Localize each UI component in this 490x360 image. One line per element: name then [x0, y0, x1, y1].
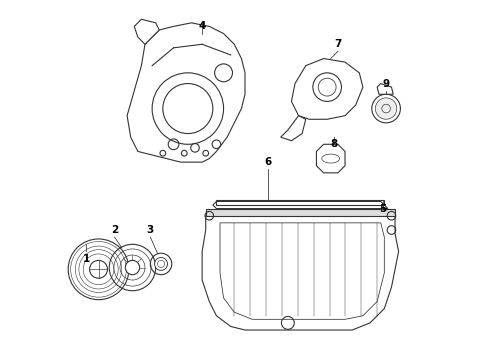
Polygon shape [281, 116, 306, 141]
Text: 8: 8 [331, 139, 338, 149]
Text: 9: 9 [383, 78, 390, 89]
Polygon shape [317, 144, 345, 173]
Circle shape [155, 257, 168, 270]
Text: 1: 1 [82, 253, 90, 264]
Text: 6: 6 [265, 157, 272, 167]
Circle shape [125, 260, 140, 275]
Text: 3: 3 [147, 225, 154, 235]
Text: 7: 7 [334, 39, 342, 49]
Polygon shape [127, 23, 245, 162]
Polygon shape [377, 84, 393, 94]
Polygon shape [213, 202, 388, 208]
Polygon shape [202, 216, 398, 330]
Polygon shape [206, 208, 395, 216]
Text: 2: 2 [111, 225, 118, 235]
Text: 5: 5 [379, 203, 386, 213]
Circle shape [90, 260, 107, 278]
Text: 4: 4 [198, 21, 206, 31]
Circle shape [375, 98, 397, 119]
Polygon shape [134, 19, 159, 44]
Polygon shape [292, 59, 363, 119]
